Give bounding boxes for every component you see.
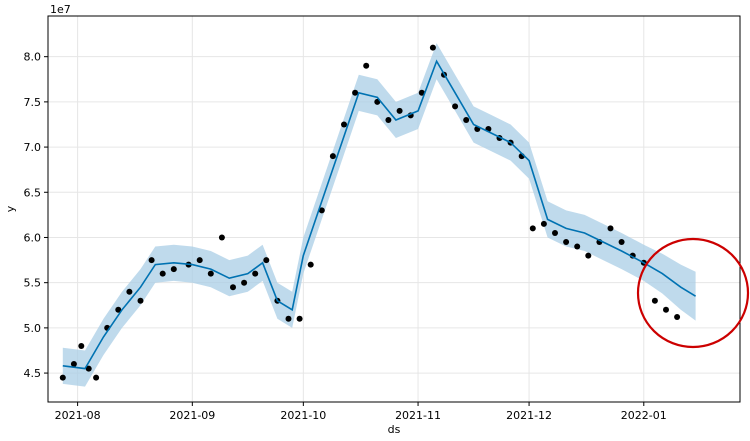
- observed-point: [607, 225, 614, 232]
- observed-point: [126, 288, 133, 295]
- observed-point: [574, 243, 581, 250]
- y-tick-label: 6.0: [24, 231, 42, 244]
- observed-point: [307, 261, 314, 268]
- observed-point: [218, 234, 225, 241]
- observed-point: [230, 284, 236, 291]
- y-axis-label: y: [4, 205, 17, 212]
- observed-point: [563, 239, 570, 245]
- observed-point: [148, 257, 155, 264]
- observed-point: [70, 361, 77, 367]
- observed-point: [385, 117, 392, 123]
- observed-point: [170, 266, 177, 273]
- observed-point: [540, 220, 547, 227]
- y-tick-label: 5.5: [24, 277, 42, 290]
- x-tick-label: 2021-09: [169, 409, 215, 422]
- observed-point: [585, 252, 592, 259]
- observed-point: [396, 107, 403, 114]
- x-tick-label: 2021-11: [395, 409, 441, 422]
- uncertainty-band: [62, 43, 696, 387]
- y-tick-label: 7.0: [24, 141, 42, 154]
- observed-point: [159, 270, 166, 277]
- x-axis-label: ds: [388, 423, 401, 436]
- forecast-line: [62, 59, 697, 370]
- x-tick-label: 2021-08: [55, 409, 101, 422]
- observed-point: [78, 343, 85, 349]
- observed-point: [285, 315, 292, 322]
- observed-point: [363, 62, 370, 69]
- y-scale-label: 1e7: [50, 3, 71, 16]
- observed-point: [115, 306, 122, 313]
- observed-point: [93, 374, 100, 381]
- observed-point: [341, 121, 347, 128]
- x-tick-label: 2021-12: [506, 409, 552, 422]
- observed-points: [59, 44, 681, 381]
- observed-point: [463, 117, 470, 123]
- x-tick-label: 2022-01: [621, 409, 667, 422]
- observed-point: [318, 207, 325, 214]
- observed-point: [59, 374, 66, 381]
- plot-frame: [47, 15, 741, 403]
- y-tick-label: 8.0: [24, 51, 42, 64]
- observed-point: [418, 89, 425, 96]
- observed-point: [241, 279, 248, 286]
- observed-point: [207, 270, 214, 277]
- observed-point: [529, 225, 536, 232]
- observed-point: [663, 306, 669, 313]
- y-tick-label: 6.5: [24, 186, 42, 199]
- observed-point: [196, 257, 203, 264]
- observed-point: [329, 153, 336, 160]
- observed-point: [85, 365, 92, 372]
- y-axis-ticks: 4.5 5.0 5.5 6.0 6.5 7.0 7.5 8.0: [24, 51, 48, 380]
- y-tick-label: 4.5: [24, 367, 42, 380]
- grid-lines: [48, 16, 740, 402]
- observed-point: [137, 297, 144, 304]
- observed-point: [263, 257, 270, 264]
- observed-point: [452, 103, 459, 110]
- observed-point: [618, 239, 625, 245]
- observed-point: [651, 297, 658, 304]
- observed-point: [352, 89, 359, 96]
- y-tick-label: 7.5: [24, 96, 42, 109]
- y-tick-label: 5.0: [24, 322, 42, 335]
- observed-point: [252, 270, 259, 277]
- x-tick-label: 2021-10: [280, 409, 326, 422]
- highlight-circle: [636, 237, 750, 349]
- observed-point: [429, 44, 436, 51]
- observed-point: [674, 314, 681, 320]
- x-axis-ticks: 2021-08 2021-09 2021-10 2021-11 2021-12 2022-…: [55, 402, 667, 422]
- observed-point: [552, 230, 558, 236]
- observed-point: [296, 315, 303, 322]
